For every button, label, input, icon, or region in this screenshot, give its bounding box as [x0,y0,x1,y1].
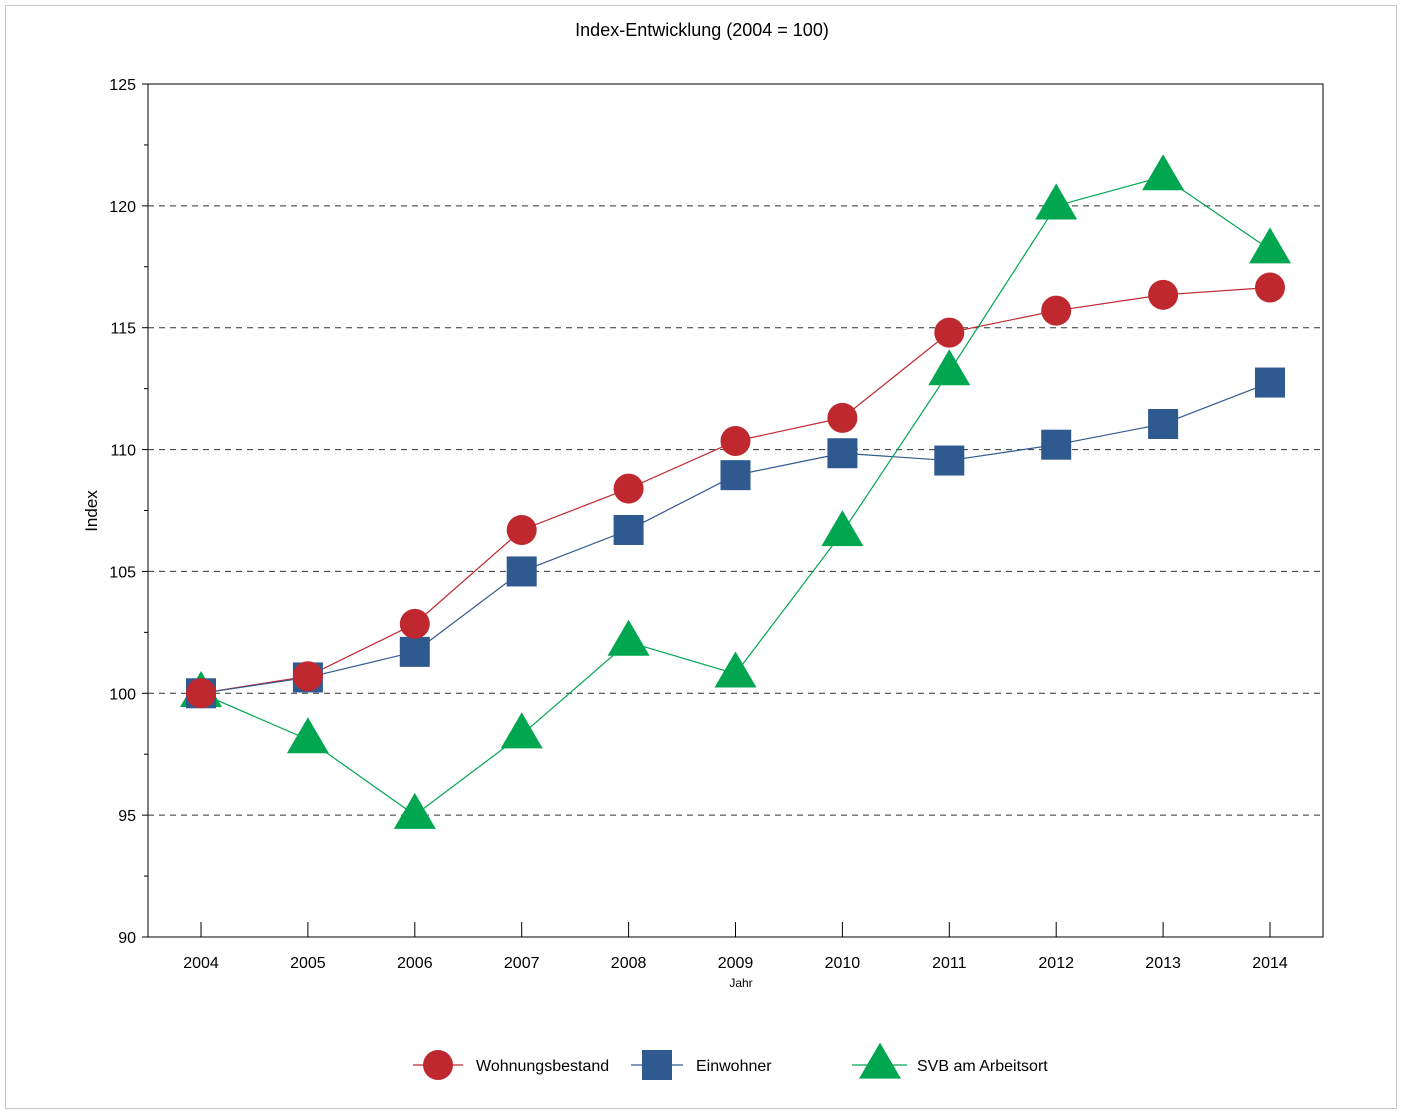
x-tick-label: 2008 [611,955,647,972]
data-point-circle [827,402,858,433]
legend-label: SVB am Arbeitsort [917,1058,1048,1075]
data-point-triangle [928,349,971,386]
data-point-triangle [607,619,650,656]
data-point-triangle [1249,227,1291,264]
y-axis-label: Index [82,490,101,532]
data-point-circle [1148,279,1179,310]
data-point-square [1255,367,1285,398]
data-point-circle [186,678,216,709]
x-tick-label: 2005 [290,955,326,972]
data-point-circle [613,473,644,504]
y-tick-label: 120 [109,199,136,216]
data-point-circle [506,514,537,545]
series-line-0 [200,286,1271,694]
legend-marker-triangle [859,1042,901,1079]
legend: Wohnungsbestand Einwohner SVB am Arbeitsor… [413,1042,1048,1080]
legend-marker-square [642,1050,672,1080]
legend-marker-circle [423,1050,453,1080]
x-tick-label: 2010 [825,955,861,972]
data-point-circle [292,661,323,692]
series-line-2 [200,175,1271,816]
data-point-square [1148,408,1179,439]
y-tick-label: 90 [118,930,136,947]
data-point-square [613,514,644,545]
x-tick-label: 2013 [1145,955,1181,972]
y-tick-label: 95 [118,808,136,825]
plot-area [147,83,1324,938]
data-point-triangle [286,717,329,754]
x-tick-label: 2007 [504,955,540,972]
x-tick-label: 2006 [397,955,433,972]
series-layer [180,154,1291,829]
x-tick-label: 2009 [718,955,754,972]
data-point-circle [1041,295,1072,326]
legend-label: Einwohner [696,1058,772,1075]
y-tick-label: 100 [109,686,136,703]
data-point-triangle [1142,154,1185,191]
x-tick-label: 2011 [932,955,967,972]
x-tick-label: 2004 [183,955,219,972]
legend-item: SVB am Arbeitsort [852,1042,1048,1079]
x-tick-label: 2014 [1252,955,1288,972]
y-tick-label: 115 [110,321,136,338]
data-point-triangle [714,651,757,688]
data-point-triangle [500,712,543,749]
data-point-square [399,636,430,667]
legend-item: Wohnungsbestand [413,1050,609,1080]
chart-title: Index-Entwicklung (2004 = 100) [575,20,829,40]
data-point-triangle [821,510,864,547]
y-tick-label: 105 [109,564,136,581]
data-point-square [506,556,537,587]
data-point-triangle [393,792,436,829]
data-point-square [1041,429,1072,460]
y-tick-label: 110 [110,443,136,460]
data-point-circle [399,608,430,639]
data-point-square [720,460,751,491]
legend-item: Einwohner [631,1050,772,1080]
legend-label: Wohnungsbestand [476,1058,609,1075]
data-point-square [934,445,965,476]
data-point-circle [934,317,965,348]
data-point-circle [1255,272,1285,303]
data-point-triangle [1035,183,1078,220]
y-tick-label: 125 [109,77,136,94]
data-point-circle [720,426,751,457]
x-tick-label: 2012 [1038,955,1074,972]
x-axis-label: Jahr [729,976,752,990]
data-point-square [827,438,858,469]
axes: 90 95 100 105 110 115 120 125 2004 2005 2006 2007 20… [109,77,1288,972]
